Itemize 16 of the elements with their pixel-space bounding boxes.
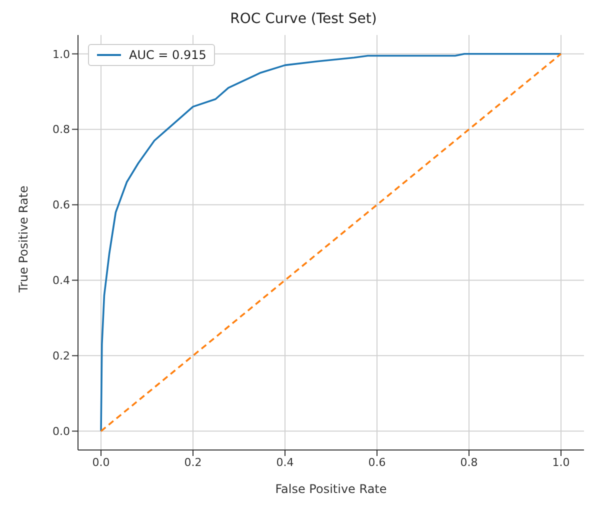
- x-tick-label: 0.4: [276, 456, 294, 469]
- legend-label: AUC = 0.915: [129, 48, 206, 62]
- y-tick-label: 0.4: [52, 274, 70, 288]
- y-tick-label: 0.6: [52, 198, 70, 212]
- y-tick-label: 0.8: [52, 123, 70, 136]
- x-tick-label: 0.2: [184, 456, 202, 469]
- y-tick-label: 1.0: [52, 48, 70, 61]
- y-tick-label: 0.0: [52, 425, 70, 438]
- x-tick-label: 0.0: [92, 456, 110, 469]
- y-axis-title: True Positive Rate: [16, 186, 30, 294]
- x-axis-title: False Positive Rate: [275, 482, 387, 496]
- y-tick-label: 0.2: [52, 350, 70, 363]
- chart-title: ROC Curve (Test Set): [229, 10, 378, 29]
- x-tick-label: 1.0: [552, 456, 570, 469]
- x-tick-label: 0.8: [460, 456, 478, 469]
- x-tick-label: 0.6: [368, 456, 386, 469]
